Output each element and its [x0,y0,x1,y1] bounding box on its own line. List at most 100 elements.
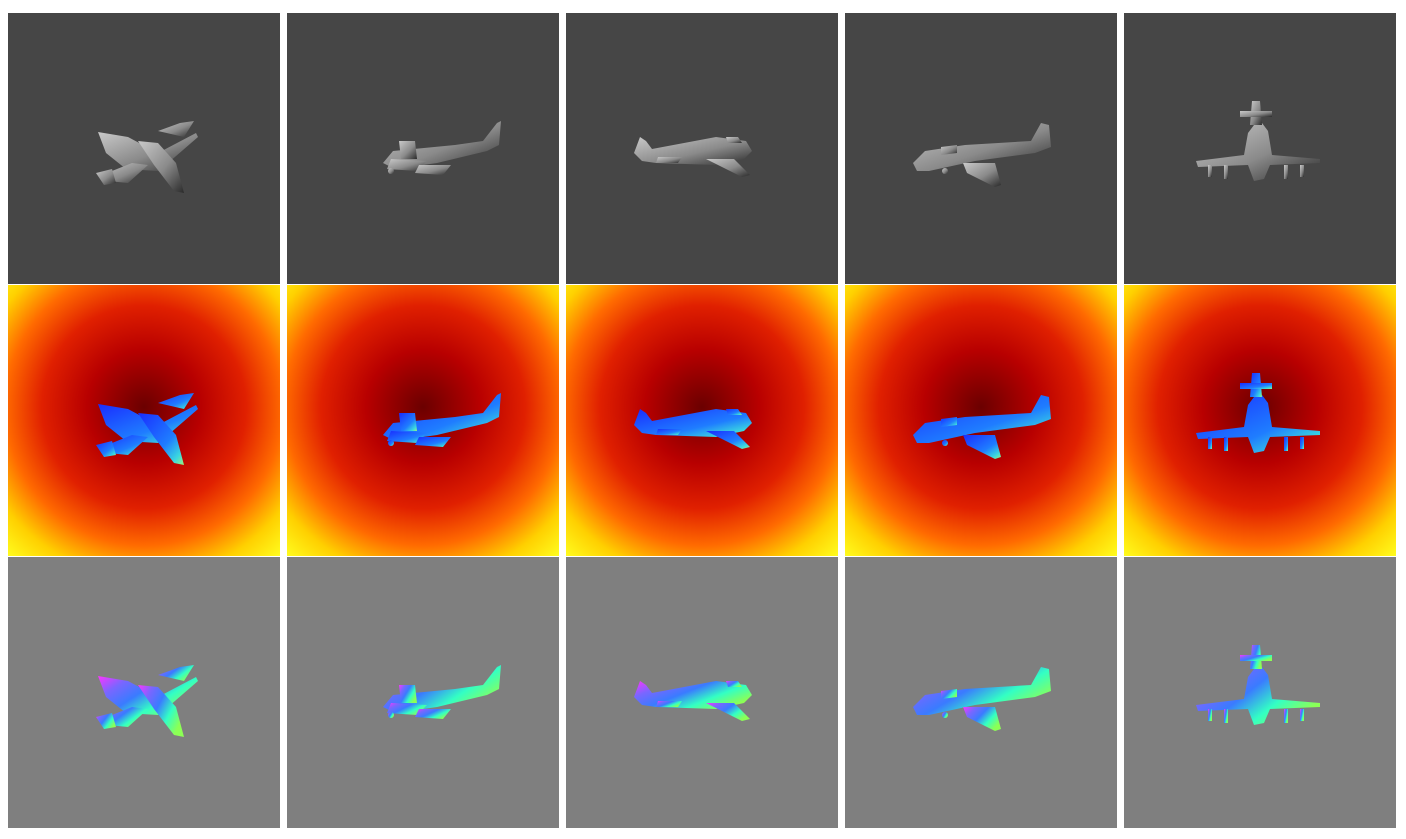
cargo-aircraft-part-3 [726,409,742,415]
normal-map-tile-2 [287,557,559,828]
jet-aircraft-silhouette [96,121,198,193]
cargo-aircraft-silhouette [913,395,1051,459]
cargo-aircraft-part-2 [941,417,957,427]
cargo-aircraft-part-4 [388,168,394,174]
normal-map-image [96,665,198,737]
normal-map-tile-1 [8,557,280,828]
shaded-render-image [913,123,1051,187]
jet-aircraft-part-1 [138,413,184,465]
cargo-aircraft-part-4 [388,712,394,718]
cargo-aircraft-part-2 [656,701,682,707]
jet-aircraft-part-4 [96,713,116,729]
depth-map-tile-1 [8,285,280,556]
cargo-aircraft-part-3 [942,712,948,718]
column-2 [287,13,559,828]
propeller-aircraft-part-6 [1300,437,1304,449]
cargo-aircraft-part-2 [941,145,957,155]
depth-map-image [845,285,1117,556]
depth-map-image [287,285,559,556]
cargo-aircraft-silhouette [634,681,752,721]
cargo-aircraft-part-1 [963,707,1001,731]
jet-aircraft-silhouette [96,665,198,737]
cargo-aircraft-part-3 [942,440,948,446]
jet-aircraft-silhouette [96,393,198,465]
depth-map-image [566,285,838,556]
cargo-aircraft-part-3 [726,137,742,143]
image-grid [8,13,1397,828]
cargo-aircraft-silhouette [634,137,752,177]
column-3 [566,13,838,828]
propeller-aircraft-part-5 [1208,165,1212,177]
cargo-aircraft-part-2 [415,709,451,719]
propeller-aircraft-part-4 [1284,437,1288,451]
jet-aircraft-part-1 [138,141,184,193]
cargo-aircraft-part-2 [656,157,682,163]
propeller-aircraft-silhouette [1196,101,1320,181]
cargo-aircraft-silhouette [913,667,1051,731]
cargo-aircraft-part-1 [706,431,750,449]
cargo-aircraft-part-2 [941,689,957,699]
cargo-aircraft-silhouette [634,409,752,449]
shaded-render-image [383,121,501,175]
cargo-aircraft-part-2 [415,165,451,175]
cargo-aircraft-part-0 [913,667,1051,715]
cargo-aircraft-part-0 [913,123,1051,171]
cargo-aircraft-part-0 [913,395,1051,443]
depth-map-tile-2 [287,285,559,556]
depth-map-tile-5 [1124,285,1396,556]
shaded-render-tile-5 [1124,13,1396,284]
cargo-aircraft-part-2 [656,429,682,435]
cargo-aircraft-part-3 [942,168,948,174]
cargo-aircraft-part-1 [706,703,750,721]
normal-map-tile-3 [566,557,838,828]
propeller-aircraft-part-4 [1284,165,1288,179]
propeller-aircraft-part-6 [1300,165,1304,177]
shaded-render-image [1196,101,1320,181]
propeller-aircraft-part-3 [1224,437,1228,451]
jet-aircraft-part-3 [158,393,194,409]
shaded-render-tile-4 [845,13,1117,284]
cargo-aircraft-silhouette [383,121,501,175]
normal-map-image [1196,645,1320,725]
normal-map-image [913,667,1051,731]
jet-aircraft-part-4 [96,441,116,457]
normal-map-tile-4 [845,557,1117,828]
shaded-render-tile-1 [8,13,280,284]
column-4 [845,13,1117,828]
jet-aircraft-part-3 [158,665,194,681]
cargo-aircraft-silhouette [383,393,501,447]
propeller-aircraft-part-5 [1208,437,1212,449]
propeller-aircraft-part-2 [1240,383,1272,389]
propeller-aircraft-silhouette [1196,373,1320,453]
propeller-aircraft-part-2 [1240,111,1272,117]
propeller-aircraft-part-6 [1300,709,1304,721]
shaded-render-tile-2 [287,13,559,284]
cargo-aircraft-part-3 [726,681,742,687]
column-1 [8,13,280,828]
depth-map-image [1124,285,1396,556]
depth-map-tile-4 [845,285,1117,556]
cargo-aircraft-silhouette [913,123,1051,187]
jet-aircraft-part-1 [138,685,184,737]
cargo-aircraft-part-1 [387,431,427,443]
normal-map-tile-5 [1124,557,1396,828]
propeller-aircraft-part-3 [1224,709,1228,723]
cargo-aircraft-part-1 [387,159,427,171]
normal-map-image [383,665,501,719]
shaded-render-image [634,137,752,177]
cargo-aircraft-silhouette [383,665,501,719]
column-5 [1124,13,1396,828]
depth-map-tile-3 [566,285,838,556]
jet-aircraft-part-3 [158,121,194,137]
cargo-aircraft-part-3 [399,685,417,703]
cargo-aircraft-part-1 [387,703,427,715]
shaded-render-image [96,121,198,193]
propeller-aircraft-part-0 [1196,123,1320,181]
cargo-aircraft-part-1 [963,435,1001,459]
propeller-aircraft-part-2 [1240,655,1272,661]
propeller-aircraft-part-4 [1284,709,1288,723]
cargo-aircraft-part-3 [399,141,417,159]
normal-map-image [634,681,752,721]
propeller-aircraft-part-5 [1208,709,1212,721]
cargo-aircraft-part-3 [399,413,417,431]
